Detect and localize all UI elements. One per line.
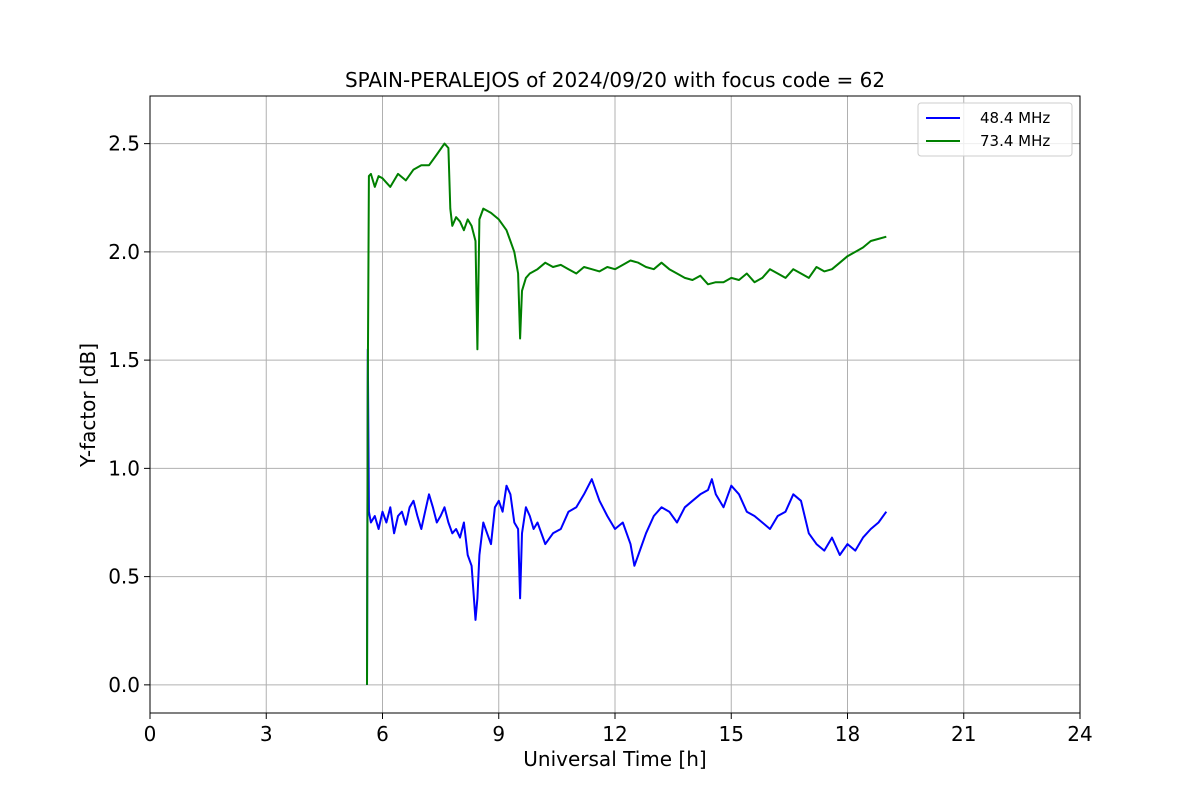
series-layer [366, 142, 888, 685]
x-tick-label: 18 [835, 722, 860, 746]
y-tick-label: 1.0 [108, 456, 140, 480]
legend-label: 73.4 MHz [980, 132, 1050, 150]
x-tick-label: 6 [376, 722, 389, 746]
x-tick-label: 0 [144, 722, 157, 746]
x-tick-label: 9 [492, 722, 505, 746]
series-line-1 [366, 142, 887, 685]
y-axis-title: Y-factor [dB] [76, 343, 100, 468]
x-tick-label: 3 [260, 722, 273, 746]
x-tick-label: 15 [719, 722, 744, 746]
x-tick-label: 21 [951, 722, 976, 746]
y-tick-label: 2.5 [108, 132, 140, 156]
legend: 48.4 MHz 73.4 MHz [917, 102, 1073, 157]
chart-title: SPAIN-PERALEJOS of 2024/09/20 with focus… [345, 68, 885, 92]
legend-box [917, 102, 1073, 157]
y-tick-label: 1.5 [108, 348, 140, 372]
legend-label: 48.4 MHz [980, 109, 1050, 127]
x-axis-title: Universal Time [h] [523, 747, 706, 771]
y-tick-label: 0.0 [108, 673, 140, 697]
y-tick-label: 0.5 [108, 565, 140, 589]
x-tick-label: 24 [1067, 722, 1092, 746]
x-tick-label: 12 [602, 722, 627, 746]
y-tick-label: 2.0 [108, 240, 140, 264]
ticks: 0 3 6 9 12 15 18 21 24 0.0 0.5 1.0 1.5 2.0 2.5 [108, 132, 1093, 746]
series-line-0 [366, 348, 888, 685]
